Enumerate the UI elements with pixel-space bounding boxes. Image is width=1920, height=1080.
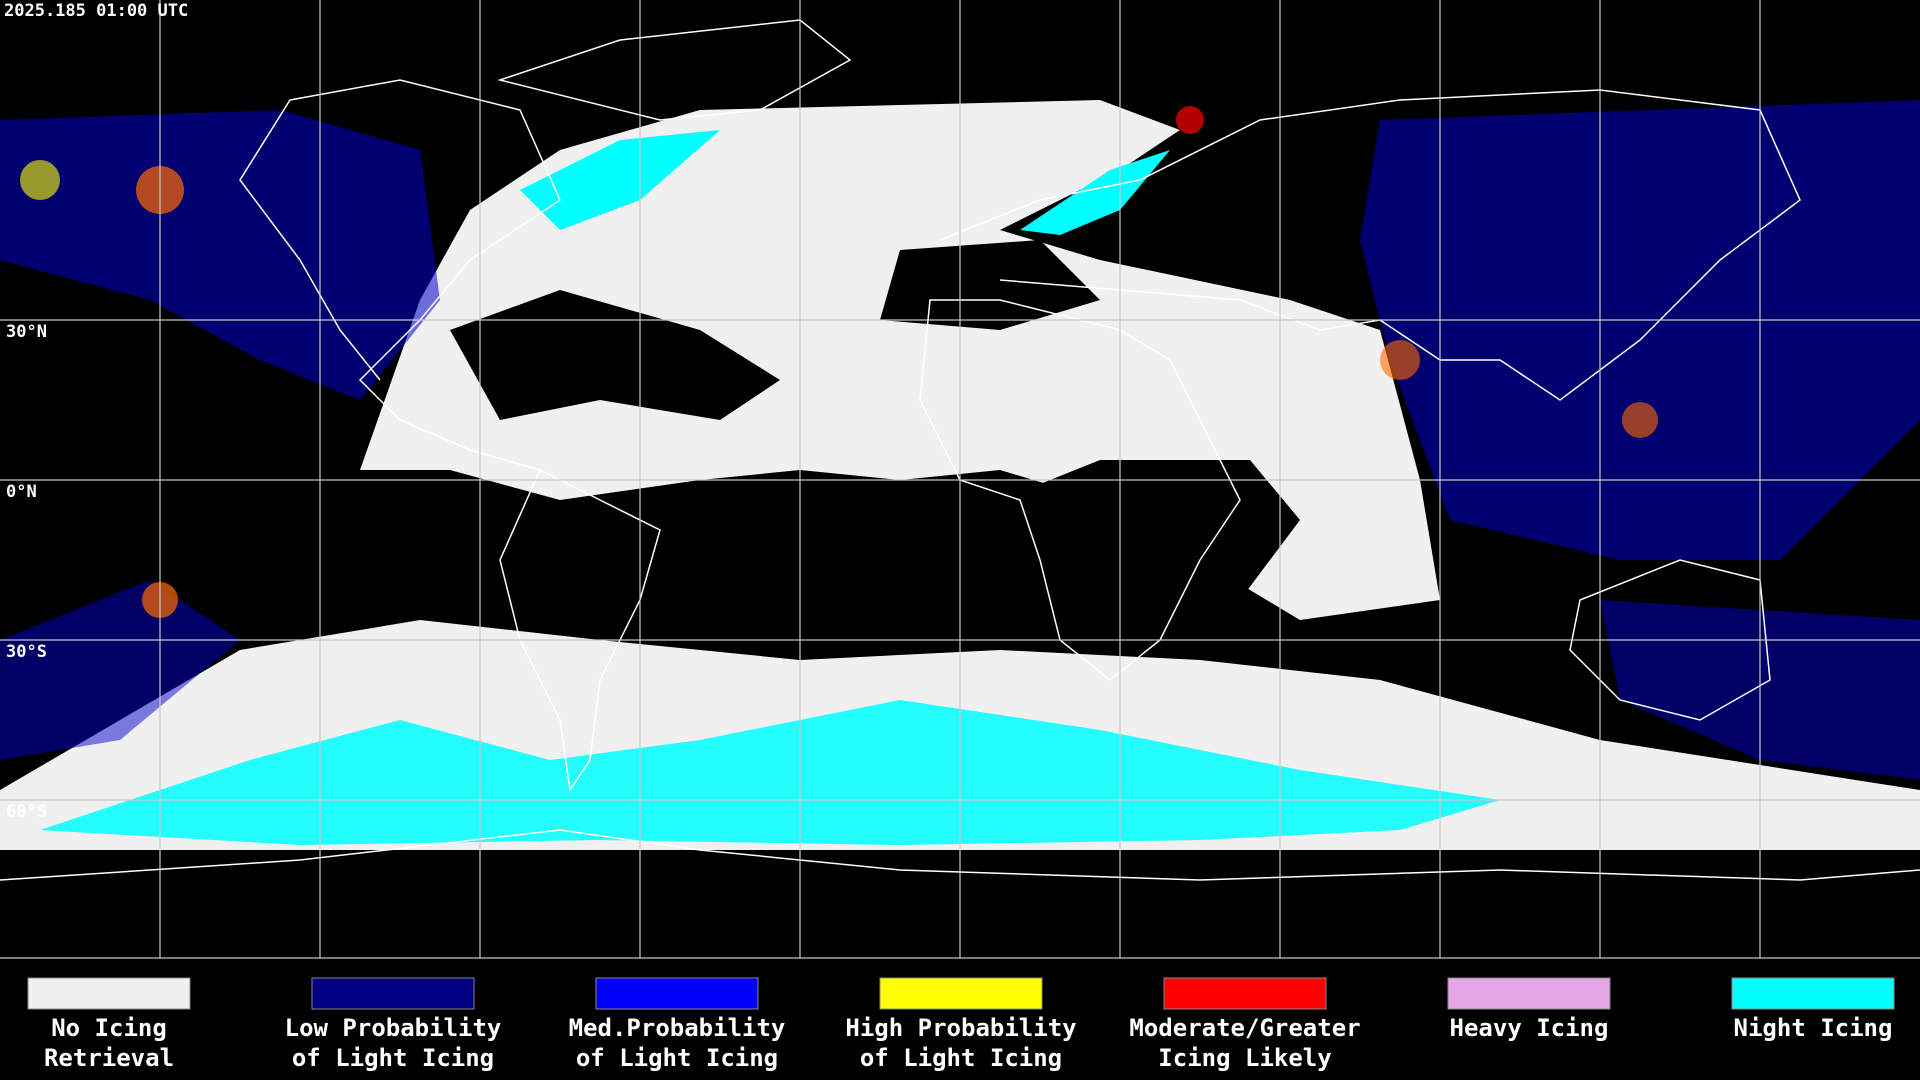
- legend-swatch: [879, 977, 1043, 1010]
- legend-label: Night Icing: [1734, 1014, 1893, 1042]
- cloud-night-icing: [40, 700, 1500, 845]
- latitude-label: 30°S: [6, 642, 47, 662]
- coast-west-na: [239, 99, 381, 381]
- cloud-icing-high: [20, 160, 60, 200]
- cloud-icing-moderate: [1176, 106, 1204, 134]
- latitude-label: 30°N: [6, 322, 47, 342]
- clear-sky: [1000, 460, 1300, 600]
- coast-americas: [289, 79, 661, 793]
- legend-label: Heavy Icing: [1450, 1014, 1609, 1042]
- legend-swatch: [1163, 977, 1327, 1010]
- legend-label: Low Probability: [285, 1014, 502, 1042]
- cloud-icing-high: [1622, 402, 1658, 438]
- cloud-icing-prob: [1360, 100, 1920, 560]
- legend-swatch: [1447, 977, 1611, 1010]
- legend-label: Med.Probability: [569, 1014, 786, 1042]
- legend-label: No Icing: [51, 1014, 167, 1042]
- graticule: [0, 0, 1920, 959]
- cloud-icing-high: [1380, 340, 1420, 380]
- legend-swatch: [27, 977, 191, 1010]
- coast-eurasia: [939, 89, 1801, 401]
- legend-label: Moderate/Greater: [1129, 1014, 1360, 1042]
- coast-australia: [1569, 559, 1771, 721]
- legend-label: of Light Icing: [576, 1044, 778, 1072]
- cloud-icing-prob: [0, 110, 440, 400]
- legend-swatch: [1731, 977, 1895, 1010]
- clear-sky: [880, 240, 1100, 330]
- legend-label: High Probability: [845, 1014, 1076, 1042]
- legend-swatch: [311, 977, 475, 1010]
- coast-africa: [919, 299, 1241, 681]
- cloud-night-icing: [520, 130, 720, 230]
- cloud-night-icing: [1020, 150, 1170, 235]
- latitude-label: 60°S: [6, 802, 47, 822]
- clear-sky: [450, 290, 780, 420]
- legend-label: of Light Icing: [292, 1044, 494, 1072]
- legend-label: Icing Likely: [1158, 1044, 1331, 1072]
- timestamp: 2025.185 01:00 UTC: [4, 1, 188, 21]
- coastlines: [0, 19, 1920, 881]
- coast-antarctica: [0, 829, 1920, 881]
- legend-label: Retrieval: [44, 1044, 174, 1072]
- legend-swatch: [595, 977, 759, 1010]
- latitude-label: 0°N: [6, 482, 37, 502]
- cloud-icing-prob: [0, 580, 240, 760]
- coast-greenland: [497, 19, 852, 121]
- legend-label: of Light Icing: [860, 1044, 1062, 1072]
